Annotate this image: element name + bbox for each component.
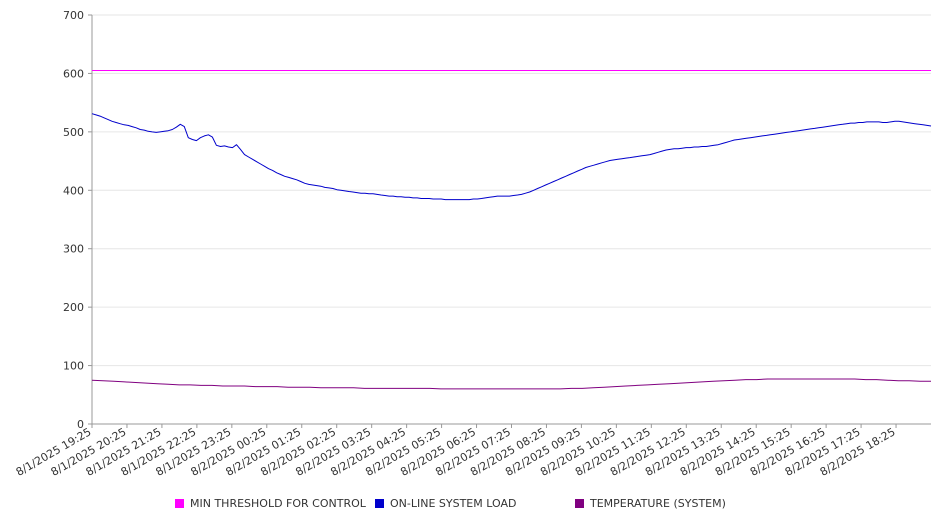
- x-axis-ticks: 8/1/2025 19:258/1/2025 20:258/1/2025 21:…: [14, 424, 898, 479]
- legend-item: MIN THRESHOLD FOR CONTROL: [175, 497, 366, 510]
- grid-lines: [92, 14, 931, 367]
- y-tick-label: 0: [77, 418, 84, 431]
- legend-swatch: [175, 499, 184, 508]
- y-tick-label: 200: [63, 301, 84, 314]
- y-tick-label: 700: [63, 9, 84, 22]
- y-axis-ticks: 0 100 200 300 400 500 600 700: [63, 9, 92, 431]
- legend-item: TEMPERATURE (SYSTEM): [575, 497, 726, 510]
- legend-item: ON-LINE SYSTEM LOAD: [375, 497, 516, 510]
- series-line-temperature-system: [91, 378, 931, 390]
- y-tick-label: 600: [63, 67, 84, 80]
- legend-label: ON-LINE SYSTEM LOAD: [390, 497, 517, 510]
- legend: MIN THRESHOLD FOR CONTROL ON-LINE SYSTEM …: [0, 497, 946, 515]
- y-tick-label: 300: [63, 243, 84, 256]
- y-tick-label: 100: [63, 360, 84, 373]
- legend-label: TEMPERATURE (SYSTEM): [590, 497, 726, 510]
- legend-label: MIN THRESHOLD FOR CONTROL: [190, 497, 366, 510]
- series-line-on-line-system-load: [91, 113, 932, 201]
- axes: [91, 15, 931, 425]
- y-tick-label: 500: [63, 126, 84, 139]
- legend-swatch: [575, 499, 584, 508]
- legend-swatch: [375, 499, 384, 508]
- series-lines: [91, 70, 932, 390]
- y-tick-label: 400: [63, 184, 84, 197]
